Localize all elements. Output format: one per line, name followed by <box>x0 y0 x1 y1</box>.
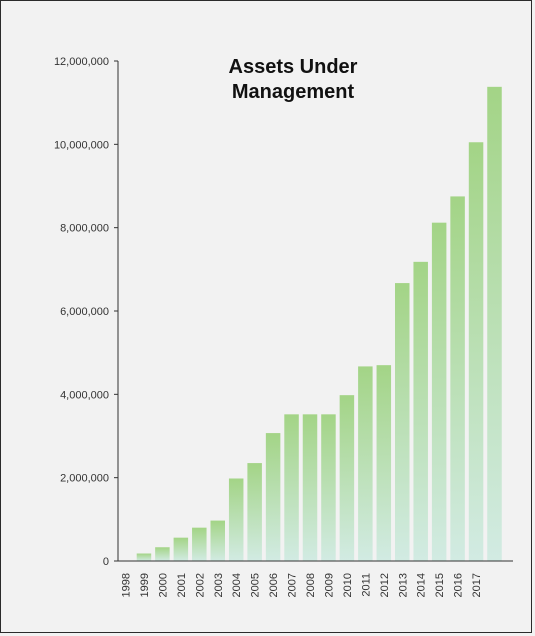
x-tick-label: 2002 <box>194 573 206 597</box>
x-tick-label: 2015 <box>434 573 446 597</box>
y-tick-label: 0 <box>103 556 109 568</box>
x-tick-label: 2007 <box>287 573 299 597</box>
bar <box>228 478 244 561</box>
bar <box>358 366 373 561</box>
bar <box>210 520 225 561</box>
x-tick-labels: 1998 1999 2000 2001 2002 2003 2004 2005 2006 2007… <box>121 573 484 597</box>
bar <box>413 261 428 561</box>
x-tick-label: 2009 <box>323 573 335 597</box>
bar <box>155 547 170 561</box>
y-tick-label: 8,000,000 <box>60 223 109 235</box>
bar <box>376 365 392 561</box>
bar <box>302 414 318 561</box>
x-tick-label: 2000 <box>157 573 169 597</box>
x-tick-label: 2003 <box>213 573 225 597</box>
x-tick-label: 1999 <box>139 573 151 597</box>
bar <box>321 414 336 561</box>
bar <box>265 433 281 561</box>
chart-title-line-2: Management <box>232 81 355 103</box>
x-tick-label: 2010 <box>342 573 354 597</box>
y-tick-label: 4,000,000 <box>60 389 109 401</box>
bar <box>450 196 465 561</box>
x-tick-label: 2013 <box>397 573 409 597</box>
x-tick-label: 2008 <box>305 573 317 597</box>
x-tick-label: 1998 <box>121 573 133 597</box>
x-tick-label: 2016 <box>453 573 465 597</box>
y-tick-label: 2,000,000 <box>60 473 109 485</box>
bar <box>339 395 355 561</box>
x-tick-label: 2001 <box>176 573 188 597</box>
bars <box>136 86 502 561</box>
x-tick-label: 2017 <box>471 573 483 597</box>
y-tick-label: 10,000,000 <box>54 139 109 151</box>
x-tick-label: 2005 <box>250 573 262 597</box>
bar <box>284 414 299 561</box>
bar <box>173 537 189 561</box>
bar <box>468 142 484 561</box>
x-tick-label: 2011 <box>360 573 372 597</box>
x-tick-label: 2006 <box>268 573 280 597</box>
x-tick-label: 2012 <box>379 573 391 597</box>
chart-title-line-1: Assets Under <box>229 56 358 78</box>
x-tick-label: 2004 <box>231 573 243 597</box>
bar <box>431 222 447 561</box>
bar <box>247 463 262 561</box>
bar <box>136 553 152 561</box>
y-tick-label: 6,000,000 <box>60 306 109 318</box>
bar <box>395 283 410 561</box>
x-tick-label: 2014 <box>416 573 428 597</box>
y-tick-label: 12,000,000 <box>54 56 109 68</box>
bar <box>487 86 502 561</box>
bar <box>192 527 207 561</box>
y-axis: 0 2,000,000 4,000,000 6,000,000 8,000,000 10,… <box>54 56 119 568</box>
